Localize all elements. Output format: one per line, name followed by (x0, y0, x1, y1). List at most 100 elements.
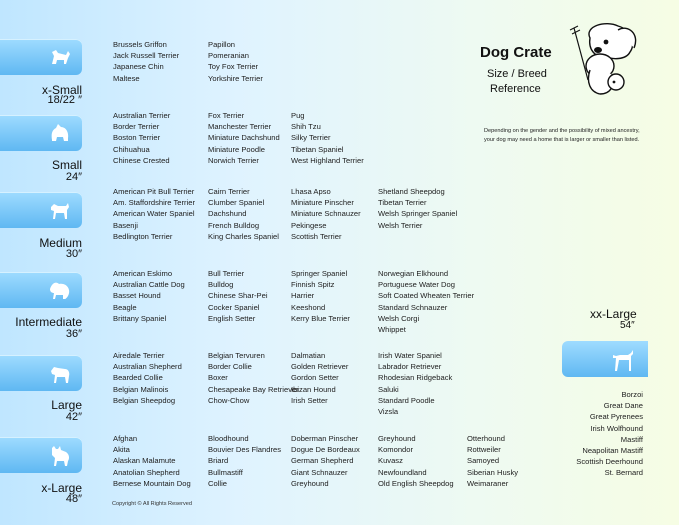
breed-name: St. Bernard (604, 468, 643, 478)
breed-name: Cairn Terrier (208, 187, 250, 196)
breed-name: English Setter (208, 313, 256, 323)
size-tab-small (0, 115, 82, 151)
breed-name: French Bulldog (208, 220, 260, 230)
breed-name: Greyhound (291, 478, 329, 488)
breed-name: Whippet (378, 325, 406, 335)
breed-name: Miniature Poodle (208, 144, 265, 154)
breed-name: Borzoi (621, 390, 643, 399)
breed-name: Scottish Deerhound (576, 457, 643, 467)
breed-name: Harrier (291, 291, 315, 301)
size-dim-x-small: 18/22 ″ (47, 94, 82, 106)
breed-name: American Water Spaniel (113, 209, 195, 219)
breed-name: Boxer (208, 373, 228, 383)
breed-name: Giant Schnauzer (291, 467, 348, 477)
breed-name: Miniature Dachshund (208, 133, 280, 143)
size-name-large: Large (51, 398, 82, 412)
breed-name: Samoyed (467, 456, 500, 466)
breed-name: Siberian Husky (467, 467, 519, 477)
breed-name: Miniature Pinscher (291, 198, 354, 208)
breed-name: Pomeranian (208, 51, 249, 61)
breed-name: Neapolitan Mastiff (582, 446, 643, 456)
breed-name: Pug (291, 111, 305, 120)
size-name-x-large: x-Large (41, 481, 82, 495)
breed-name: Dogue De Bordeaux (291, 445, 360, 455)
breed-column-medium-2: Cairn Terrier Clumber Spaniel Dachshund Fre… (208, 186, 279, 242)
poodle-dog-icon (50, 282, 70, 299)
breed-name: German Shepherd (291, 456, 354, 466)
breed-name: Australian Cattle Dog (113, 280, 185, 290)
breed-name: Beagle (113, 302, 137, 312)
breed-name: Keeshond (291, 302, 326, 312)
breed-name: Newfoundland (378, 467, 427, 477)
breed-name: Scottish Terrier (291, 231, 342, 241)
breed-name: Springer Spaniel (291, 269, 348, 278)
breed-column-large-3: Dalmatian Golden Retriever Gordon Setter Ib… (291, 350, 348, 406)
breed-name: Clumber Spaniel (208, 198, 265, 208)
breed-name: Afghan (113, 434, 138, 443)
breed-name: Bulldog (208, 280, 234, 290)
breed-name: Chow-Chow (208, 395, 250, 405)
breed-name: Bouvier Des Flandres (208, 445, 282, 455)
breed-name: Kuvasz (378, 456, 403, 466)
breed-name: Belgian Tervuren (208, 351, 265, 360)
breed-name: Great Dane (603, 401, 643, 411)
breed-name: Ibizan Hound (291, 384, 336, 394)
retriever-dog-icon (51, 367, 70, 383)
terrier-dog-icon (51, 203, 69, 219)
breed-name: Basset Hound (113, 291, 161, 301)
breed-column-intermediate-3: Springer Spaniel Finnish Spitz Harrier Kees… (291, 268, 350, 324)
size-name-intermediate: Intermediate (15, 315, 82, 329)
size-tab-large (0, 355, 82, 391)
breed-name: Yorkshire Terrier (208, 73, 263, 83)
breed-column-small-1: Australian Terrier Border Terrier Boston T… (113, 110, 170, 166)
size-dim-medium: 30″ (65, 248, 82, 260)
breed-name: Bloodhound (208, 434, 249, 443)
breed-name: Welsh Terrier (378, 220, 423, 230)
subtitle-line-2: Reference (490, 83, 541, 95)
breed-name: Am. Staffordshire Terrier (113, 198, 196, 208)
breed-name: Collie (208, 478, 227, 488)
breed-column-x-small-2: Papillon Pomeranian Toy Fox Terrier Yorkshi… (208, 39, 263, 84)
breed-name: Norwich Terrier (208, 155, 259, 165)
breed-name: Basenji (113, 220, 138, 230)
breed-name: Silky Terrier (291, 133, 331, 143)
breed-name: Pekingese (291, 220, 327, 230)
breed-name: Boston Terrier (113, 133, 161, 143)
breed-column-large-1: Airedale Terrier Australian Shepherd Beard… (113, 350, 182, 406)
size-dim-xx-large: 54″ (620, 320, 635, 331)
size-tab-intermediate (0, 272, 82, 308)
breed-name: Finnish Spitz (291, 280, 335, 290)
breed-name: Rottweiler (467, 445, 501, 455)
breed-column-medium-3: Lhasa Apso Miniature Pinscher Miniature Sc… (291, 186, 361, 242)
breed-name: Komondor (378, 445, 414, 455)
breed-column-intermediate-2: Bull Terrier Bulldog Chinese Shar-Pei Cocke… (208, 268, 268, 324)
breed-name: Standard Poodle (378, 395, 435, 405)
breed-name: Chihuahua (113, 144, 150, 154)
size-note: Depending on the gender and the possibil… (484, 128, 640, 143)
breed-column-x-small-1: Brussels Griffon Jack Russell Terrier Japa… (113, 39, 179, 84)
husky-dog-icon (52, 446, 70, 466)
size-tab-xx-large (562, 341, 648, 377)
breed-name: Bedlington Terrier (113, 231, 173, 241)
breed-name: Great Pyrenees (589, 412, 643, 422)
breed-name: Norwegian Elkhound (378, 269, 449, 278)
breed-name: West Highland Terrier (291, 155, 364, 165)
breed-name: Irish Setter (291, 395, 328, 405)
breed-column-intermediate-1: American Eskimo Australian Cattle Dog Bass… (113, 268, 185, 324)
breed-name: Welsh Springer Spaniel (378, 209, 458, 219)
breed-name: Soft Coated Wheaten Terrier (378, 291, 475, 301)
breed-name: Belgian Malinois (113, 384, 169, 394)
xx-large-breed-list: Borzoi Great Dane Great Pyrenees Irish Wolf… (576, 389, 643, 479)
breed-name: Chinese Crested (113, 155, 170, 165)
breed-name: Weimaraner (467, 478, 509, 488)
breed-name: Border Collie (208, 362, 252, 372)
breed-name: Lhasa Apso (291, 187, 331, 196)
breed-column-x-large-1: Afghan Akita Alaskan Malamute Anatolian She… (113, 433, 191, 489)
breed-name: Irish Wolfhound (590, 423, 643, 433)
size-tab-x-small (0, 39, 82, 75)
breed-column-small-2: Fox Terrier Manchester Terrier Miniature D… (208, 110, 280, 166)
breed-column-medium-4: Shetland Sheepdog Tibetan Terrier Welsh Sp… (378, 186, 457, 231)
breed-column-small-3: Pug Shih Tzu Silky Terrier Tibetan Spaniel W… (291, 110, 364, 166)
breed-column-x-large-2: Bloodhound Bouvier Des Flandres Briard Bull… (208, 433, 281, 489)
breed-name: Tibetan Terrier (378, 198, 427, 208)
